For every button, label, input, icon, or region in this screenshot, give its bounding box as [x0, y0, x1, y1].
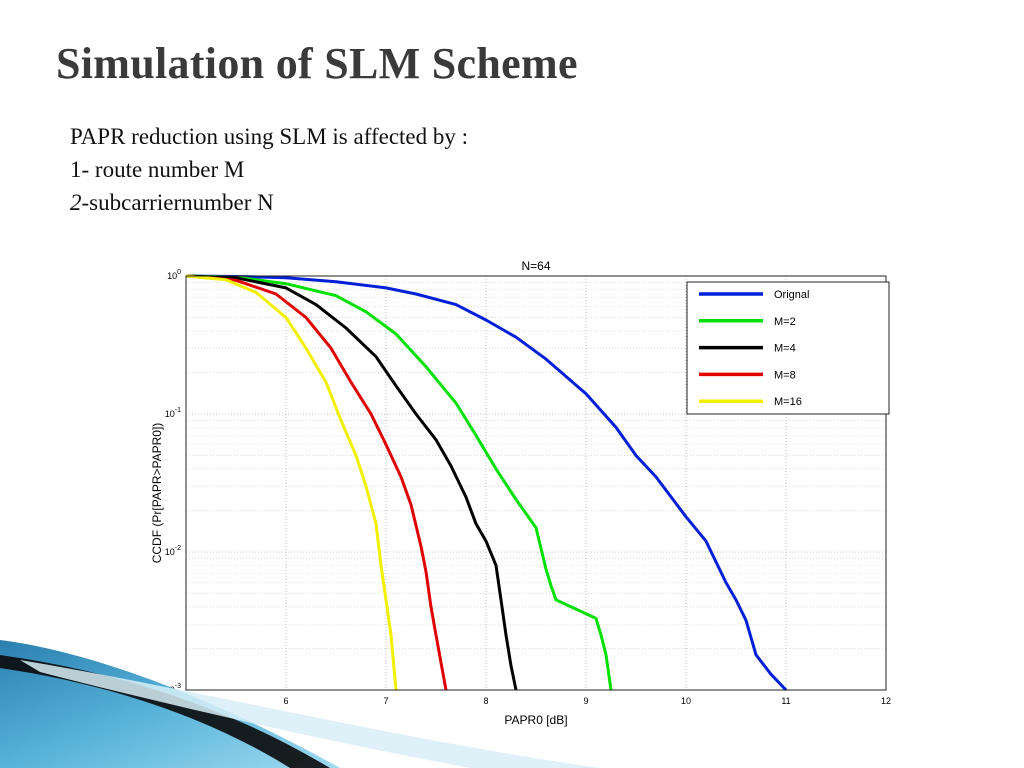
y-tick-label: 100	[167, 269, 181, 281]
y-tick-label: 10-2	[165, 545, 181, 557]
series-line-3	[185, 274, 518, 691]
x-tick-label: 8	[483, 696, 488, 706]
series-lines	[185, 274, 788, 692]
series-line-1	[185, 274, 788, 692]
legend-label: M=2	[774, 316, 796, 328]
x-tick-label: 10	[681, 696, 691, 706]
legend-label: M=8	[774, 369, 796, 381]
y-tick-label: 10-1	[165, 407, 181, 419]
x-tick-label: 11	[781, 696, 790, 706]
legend: Orignal M=2 M=4 M=8 M=16	[686, 281, 890, 415]
bullet-line-3: 2-subcarriernumber N	[70, 190, 274, 215]
y-tick-label: 10-3	[165, 683, 181, 695]
x-tick-label: 7	[383, 696, 388, 706]
series-line-5	[185, 274, 398, 691]
slide-title: Simulation of SLM Scheme	[56, 39, 578, 88]
bullet-line-2: 1- route number M	[70, 157, 245, 182]
x-tick-label: 12	[881, 696, 891, 706]
x-axis-label: PAPR0 [dB]	[504, 713, 567, 727]
x-tick-label: 6	[283, 696, 288, 706]
y-axis-label: CCDF (Pr[PAPR>PAPR0])	[150, 423, 164, 564]
bullet-line-1: PAPR reduction using SLM is affected by …	[70, 124, 469, 149]
series-line-4	[185, 274, 448, 691]
legend-label: M=4	[774, 343, 796, 355]
series-line-2	[185, 274, 613, 691]
legend-label: M=16	[774, 396, 802, 408]
x-tick-label: 9	[583, 696, 588, 706]
bullet-list: PAPR reduction using SLM is affected by …	[70, 120, 468, 219]
chart-title: N=64	[521, 259, 550, 273]
legend-label: Orignal	[774, 289, 809, 301]
